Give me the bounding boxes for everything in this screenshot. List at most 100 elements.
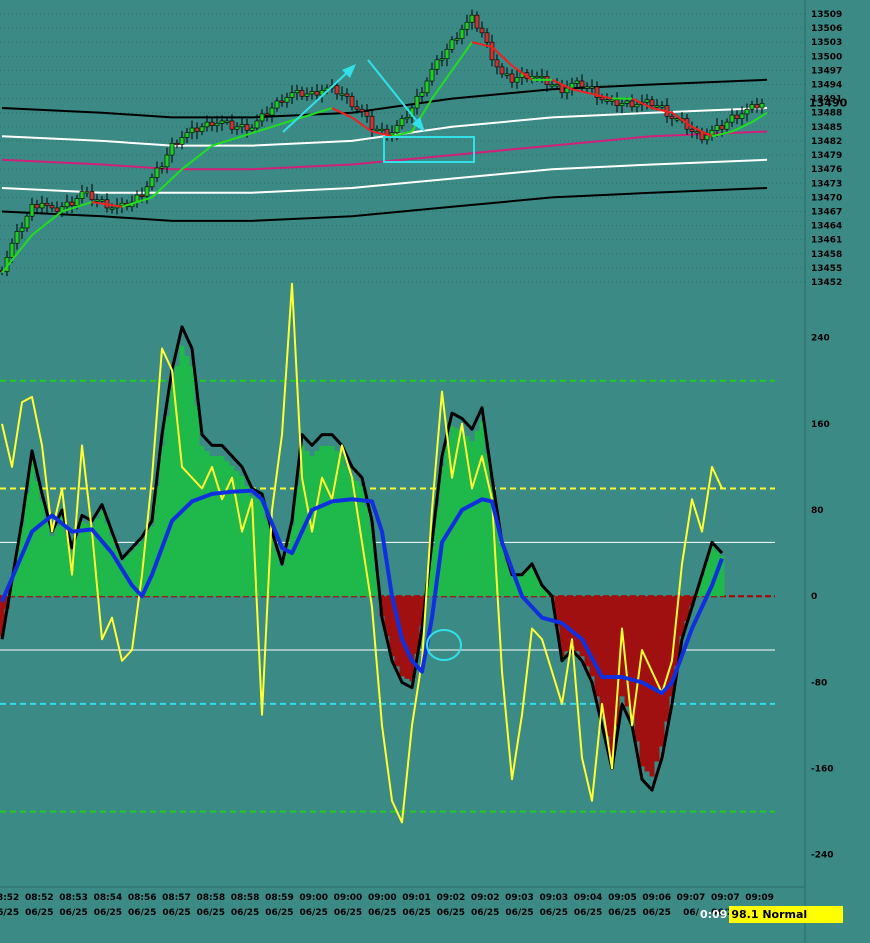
osc-hist-bar — [129, 551, 135, 597]
osc-hist-bar — [249, 496, 255, 597]
x-tick-time: 09:07 — [677, 893, 706, 903]
fast-average-segment — [241, 125, 273, 138]
upper-black-band — [1, 78, 768, 119]
x-tick-date: 06/25 — [505, 908, 533, 918]
fast-average-segment — [651, 107, 673, 114]
osc-hist-bar — [499, 546, 505, 597]
candle-body — [354, 106, 360, 110]
osc-tick-label: -80 — [811, 678, 827, 688]
x-tick-time: 09:02 — [471, 893, 500, 903]
x-tick-time: 08:57 — [162, 893, 191, 903]
candle-body — [204, 121, 210, 128]
candle-body — [394, 125, 400, 134]
osc-hist-bar — [209, 455, 215, 597]
osc-annotation-circle — [426, 629, 462, 661]
x-tick-time: 09:00 — [334, 893, 363, 903]
candle-body — [164, 154, 170, 168]
candle-body — [214, 123, 220, 126]
osc-hist-bar — [454, 428, 460, 597]
osc-hist-bar — [509, 576, 515, 597]
osc-hist-bar — [544, 591, 550, 597]
candle-body — [379, 128, 385, 131]
osc-hist-bar — [709, 546, 715, 597]
candle-body — [709, 130, 715, 136]
price-tick-label: 13503 — [811, 38, 842, 48]
candle-body — [474, 14, 480, 29]
osc-hist-bar — [369, 526, 375, 597]
candle-body — [569, 83, 575, 89]
fast-average-segment — [631, 97, 653, 109]
osc-hist-bar — [524, 571, 530, 597]
fast-average-segment — [181, 144, 213, 170]
candle-body — [194, 127, 200, 132]
candle-body — [714, 125, 720, 131]
candle-body — [434, 59, 440, 70]
candle-body — [244, 124, 250, 131]
candle-body — [614, 99, 620, 106]
candle-body — [234, 126, 240, 130]
candle-body — [719, 125, 725, 130]
osc-hist-bar — [654, 596, 660, 762]
candle-body — [654, 105, 660, 108]
osc-hist-bar — [404, 596, 410, 679]
candle-body — [704, 134, 710, 141]
x-tick-date: 06/25 — [94, 908, 122, 918]
candle-body — [159, 166, 165, 169]
candle-body — [629, 100, 635, 108]
candle-body — [44, 202, 50, 206]
candle-body — [589, 86, 595, 89]
candle-body — [14, 231, 20, 244]
x-tick-date: 06/ — [683, 908, 700, 918]
candle-body — [119, 202, 125, 206]
candle-body — [464, 21, 470, 30]
candle-body — [489, 41, 495, 61]
osc-hist-bar — [54, 526, 60, 597]
candle-body — [744, 108, 750, 115]
fast-average — [1, 41, 768, 274]
candle-body — [304, 93, 310, 97]
price-tick-label: 13506 — [811, 24, 842, 34]
osc-hist-bar — [584, 596, 590, 667]
osc-hist-bar — [19, 526, 25, 597]
candle-body — [649, 99, 655, 106]
fast-average-segment — [391, 130, 413, 138]
candle-body — [309, 91, 315, 95]
x-tick-date: 06/25 — [574, 908, 602, 918]
x-tick-time: 09:02 — [437, 893, 466, 903]
annotation-arrow-down — [367, 59, 421, 126]
osc-hist-bar — [34, 481, 40, 597]
candle-body — [154, 167, 160, 178]
candle-body — [469, 14, 475, 23]
x-tick-time: 09:00 — [368, 893, 397, 903]
lower-white-band — [1, 158, 768, 194]
osc-hist-bar — [109, 536, 115, 597]
x-tick-date: 06/25 — [128, 908, 156, 918]
status-time: 0:09 — [700, 908, 728, 921]
lower-black-band — [1, 187, 768, 222]
price-tick-label: 13491 — [811, 95, 842, 105]
candle-body — [689, 128, 695, 132]
osc-hist-bar — [439, 465, 445, 597]
candle-body — [99, 199, 105, 202]
osc-hist-bar — [389, 596, 395, 657]
candle-body — [554, 84, 560, 87]
osc-hist-bar — [164, 415, 170, 597]
osc-hist-bar — [634, 596, 640, 742]
candle-body — [494, 59, 500, 68]
fast-average-segment — [591, 92, 613, 100]
price-tick-label: 13494 — [811, 81, 842, 91]
candle-body — [399, 118, 405, 126]
candle-body — [754, 104, 760, 109]
price-tick-label: 13509 — [811, 10, 842, 20]
price-tick-label: 13455 — [811, 264, 842, 274]
candle-body — [449, 39, 455, 50]
osc-hist-bar — [434, 506, 440, 597]
osc-hist-bar — [239, 475, 245, 597]
candle-body — [34, 204, 40, 209]
annotation-arrowhead-down — [412, 117, 425, 132]
x-tick-date: 06/25 — [197, 908, 225, 918]
x-tick-date: 06/25 — [334, 908, 362, 918]
candle-body — [289, 92, 295, 98]
osc-hist-bar — [199, 445, 205, 597]
price-tick-label: 13485 — [811, 123, 842, 133]
